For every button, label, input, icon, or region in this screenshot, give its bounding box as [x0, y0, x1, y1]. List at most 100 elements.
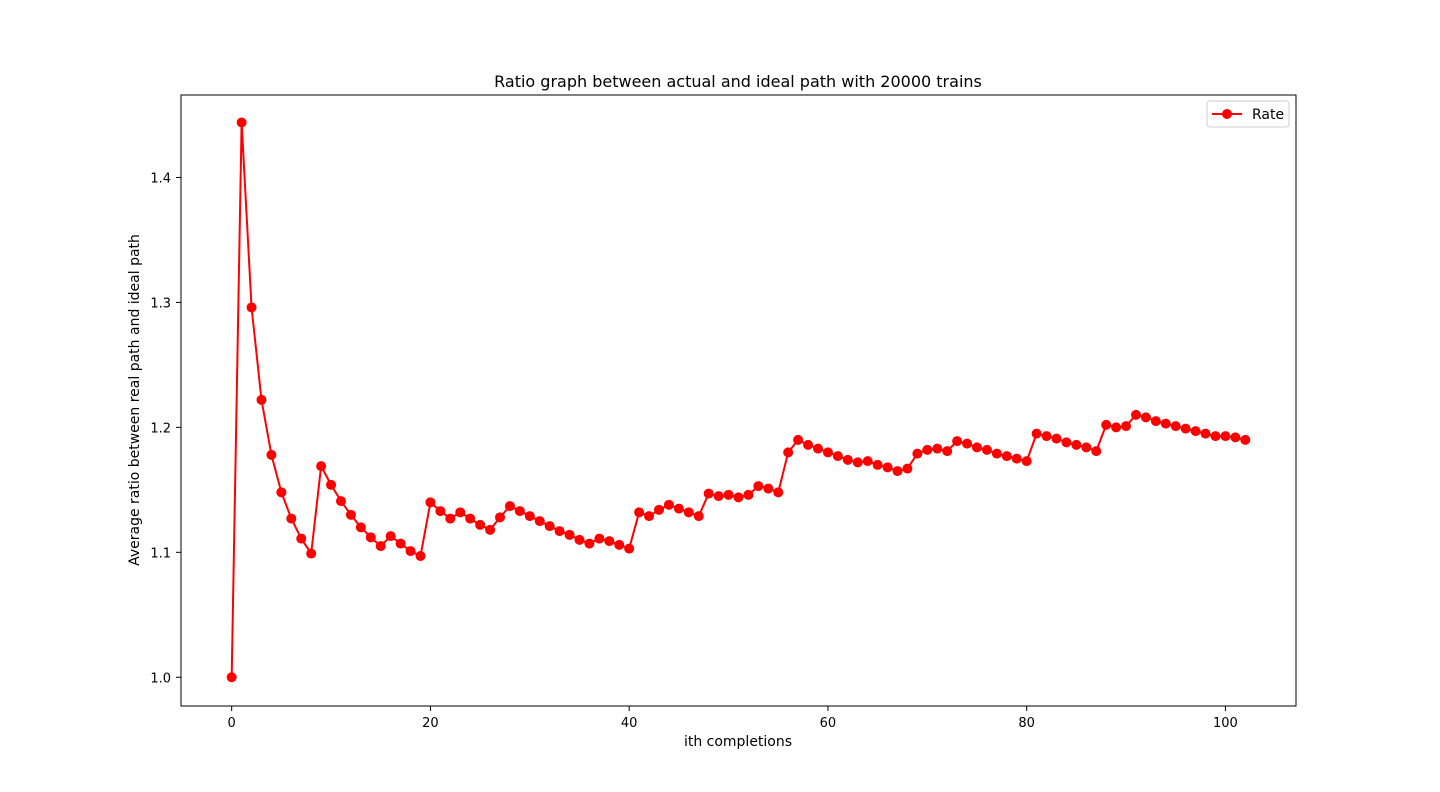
y-axis-ticks: 1.0 1.1 1.2 1.3 1.4 — [150, 171, 181, 686]
data-point — [1190, 426, 1201, 437]
y-tick-label: 1.0 — [150, 671, 171, 686]
data-point — [564, 529, 575, 540]
data-point — [922, 444, 933, 455]
y-axis-label: Average ratio between real path and idea… — [127, 234, 143, 566]
data-point — [306, 548, 317, 559]
x-tick-label: 80 — [1018, 716, 1035, 731]
data-point — [1011, 453, 1022, 464]
data-point — [246, 302, 257, 313]
data-point — [326, 479, 337, 490]
data-point — [952, 436, 963, 447]
data-point — [226, 672, 237, 683]
data-point — [554, 526, 565, 537]
y-tick-label: 1.3 — [150, 296, 171, 311]
data-point — [524, 511, 535, 522]
data-point — [723, 489, 734, 500]
data-point — [1180, 423, 1191, 434]
data-point — [902, 463, 913, 474]
y-tick-label: 1.1 — [150, 546, 171, 561]
plot-series — [226, 117, 1251, 683]
data-point — [1210, 431, 1221, 442]
data-point — [842, 454, 853, 465]
data-point — [683, 507, 694, 518]
data-point — [345, 509, 356, 520]
data-point — [1230, 432, 1241, 443]
data-point — [584, 538, 595, 549]
data-point — [713, 491, 724, 502]
data-point — [534, 516, 545, 527]
data-point — [296, 533, 307, 544]
data-point — [375, 541, 386, 552]
data-point — [912, 448, 923, 459]
data-point — [892, 466, 903, 477]
data-point — [1051, 433, 1062, 444]
data-point — [514, 506, 525, 517]
data-point — [644, 511, 655, 522]
legend-marker-icon — [1222, 109, 1232, 119]
data-point — [663, 499, 674, 510]
data-point — [1081, 442, 1092, 453]
data-point — [335, 496, 346, 507]
chart-title: Ratio graph between actual and ideal pat… — [494, 72, 982, 91]
x-tick-label: 20 — [422, 716, 439, 731]
data-point — [634, 507, 645, 518]
data-point — [733, 492, 744, 503]
y-tick-label: 1.2 — [150, 421, 171, 436]
data-point — [395, 538, 406, 549]
data-point — [1140, 412, 1151, 423]
data-point — [1111, 422, 1122, 433]
data-point — [465, 513, 476, 524]
data-point — [614, 539, 625, 550]
data-point — [763, 483, 774, 494]
data-point — [813, 443, 824, 454]
data-point — [882, 462, 893, 473]
data-point — [544, 521, 555, 532]
legend: Rate — [1206, 100, 1290, 128]
legend-entry-rate: Rate — [1252, 107, 1284, 123]
x-tick-label: 40 — [621, 716, 638, 731]
data-point — [405, 546, 416, 557]
data-point — [594, 533, 605, 544]
data-point — [1021, 456, 1032, 467]
data-point — [1220, 431, 1231, 442]
data-point — [773, 487, 784, 498]
data-point — [604, 536, 615, 547]
data-point — [852, 457, 863, 468]
data-point — [872, 459, 883, 470]
data-point — [693, 511, 704, 522]
data-point — [653, 504, 664, 515]
legend-box — [1206, 100, 1290, 128]
data-point — [673, 503, 684, 514]
data-point — [753, 481, 764, 492]
data-point — [415, 551, 426, 562]
x-tick-label: 60 — [820, 716, 837, 731]
data-point — [783, 447, 794, 458]
data-point — [236, 117, 247, 128]
data-point — [1170, 421, 1181, 432]
data-point — [862, 456, 873, 467]
data-point — [355, 522, 366, 533]
x-axis-label: ith completions — [684, 734, 792, 750]
data-point — [942, 446, 953, 457]
data-point — [743, 489, 754, 500]
data-point — [793, 434, 804, 445]
data-point — [494, 512, 505, 523]
data-point — [822, 447, 833, 458]
data-point — [365, 532, 376, 543]
data-point — [475, 519, 486, 530]
data-point — [385, 531, 396, 542]
data-point — [981, 444, 992, 455]
data-point — [256, 394, 267, 405]
data-point — [932, 443, 943, 454]
data-point — [1091, 446, 1102, 457]
data-point — [1160, 418, 1171, 429]
x-axis-ticks: 0 20 40 60 80 100 — [228, 706, 1238, 731]
data-point — [1150, 416, 1161, 427]
data-point — [832, 451, 843, 462]
data-point — [1071, 439, 1082, 450]
data-point — [962, 438, 973, 449]
data-point — [266, 449, 277, 460]
data-point — [1200, 428, 1211, 439]
y-tick-label: 1.4 — [150, 171, 171, 186]
